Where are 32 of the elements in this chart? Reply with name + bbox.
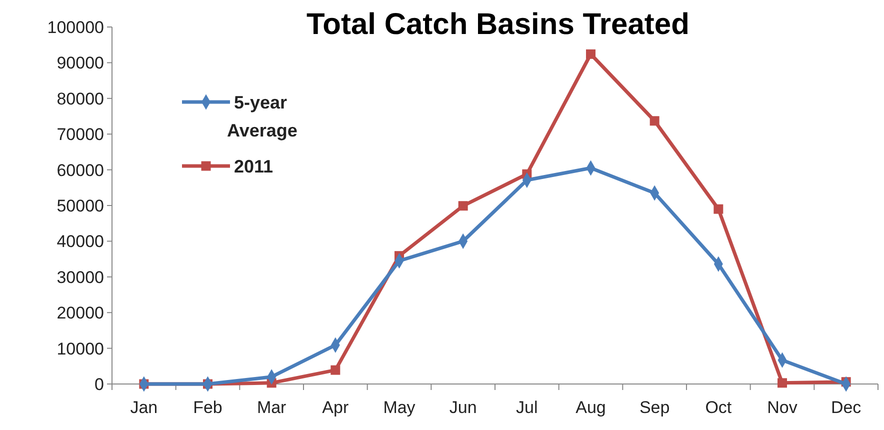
x-tick-label: Oct	[705, 398, 732, 417]
x-tick-label: Nov	[767, 398, 798, 417]
point	[778, 378, 787, 388]
legend-label: 2011	[234, 156, 274, 176]
point	[330, 365, 340, 375]
x-tick-label: Jul	[516, 398, 538, 417]
x-tick-label: Dec	[830, 398, 862, 417]
y-tick-label: 20000	[56, 304, 104, 323]
y-tick-label: 60000	[56, 160, 104, 180]
y-tick-label: 0	[94, 374, 104, 394]
x-tick-label: Sep	[639, 398, 670, 417]
point	[458, 201, 468, 211]
x-tick-label: Jun	[449, 398, 477, 417]
x-tick-label: Jan	[130, 398, 158, 417]
x-tick-label: Mar	[256, 398, 287, 417]
y-tick-label: 50000	[56, 196, 104, 216]
point	[650, 116, 660, 126]
x-tick-label: Feb	[193, 398, 222, 417]
y-tick-label: 80000	[56, 89, 104, 108]
y-tick-label: 100000	[47, 18, 104, 37]
y-tick-label: 30000	[56, 268, 104, 287]
y-tick-label: 70000	[56, 125, 104, 144]
y-tick-label: 40000	[56, 232, 104, 252]
x-tick-label: May	[383, 398, 416, 417]
point	[714, 204, 724, 214]
x-tick-label: Aug	[576, 398, 606, 417]
chart-title: Total Catch Basins Treated	[306, 8, 690, 41]
point	[586, 49, 596, 59]
y-tick-label: 10000	[56, 339, 104, 358]
legend-label: 5-year Average	[227, 92, 298, 140]
y-tick-label: 90000	[56, 54, 104, 73]
x-tick-label: Apr	[322, 398, 349, 417]
